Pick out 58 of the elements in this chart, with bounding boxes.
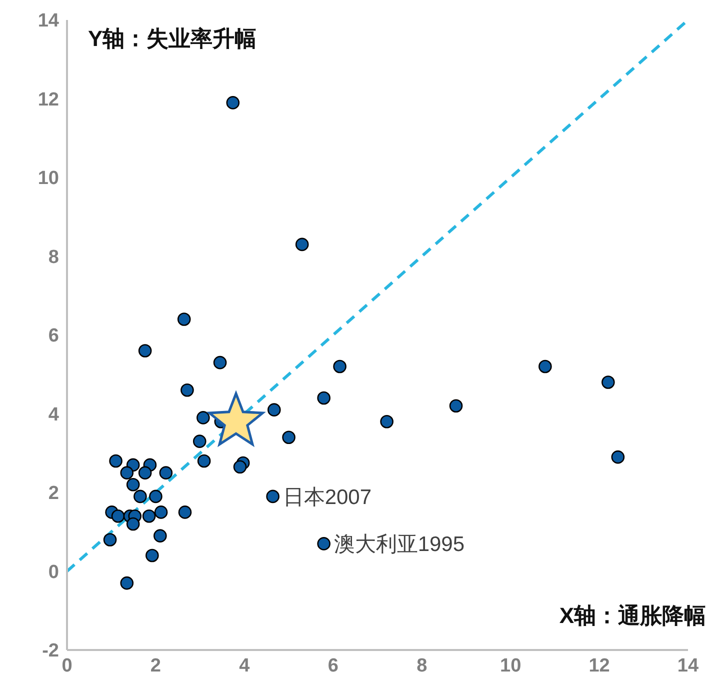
point [233,460,247,474]
point [126,517,140,531]
point [333,360,346,374]
point [120,466,134,480]
point [134,490,147,504]
point [154,506,168,519]
point [154,529,167,542]
x-tick-label: 4 [239,655,250,676]
point [149,490,162,504]
point [213,356,227,370]
point [197,454,211,468]
annotation: 澳大利亚1995 [334,533,465,556]
y-tick-label: 10 [38,168,59,190]
point [449,399,463,413]
x-tick-label: 0 [62,655,72,676]
x-tick-label: 10 [500,655,522,676]
point [295,238,309,252]
x-tick-label: 14 [677,655,699,676]
point [226,96,240,110]
point [120,576,134,590]
point [192,434,206,448]
point [317,537,330,550]
y-tick-label: 8 [48,246,59,268]
x-axis-title: X轴：通胀降幅 [559,602,706,630]
y-tick-label: 2 [48,483,59,504]
point [380,414,394,428]
point [178,506,192,519]
point [111,509,125,523]
y-axis-title: Y轴：失业率升幅 [88,25,257,53]
point [611,450,625,464]
point [138,466,152,480]
point [109,454,122,468]
y-tick-label: 4 [48,404,60,426]
point [146,548,159,562]
point [282,430,296,444]
x-tick-label: 8 [416,655,428,676]
point [196,411,210,424]
point [126,478,140,492]
point [538,360,552,374]
point [138,344,152,358]
point [103,533,117,546]
x-tick-label: 2 [150,655,162,676]
point [266,490,280,504]
annotation: 日本2007 [282,486,372,509]
point [142,509,156,523]
y-tick-label: -2 [42,640,59,662]
y-tick-label: 6 [48,326,59,347]
point [159,466,173,480]
y-tick-label: 14 [38,10,60,32]
point [177,312,191,326]
y-tick-label: 0 [48,562,59,583]
point [602,376,615,389]
y-tick-label: 12 [38,89,59,110]
x-tick-label: 6 [328,655,338,676]
point [268,403,281,416]
x-tick-label: 12 [588,655,610,676]
point [180,383,194,397]
point [317,391,330,405]
